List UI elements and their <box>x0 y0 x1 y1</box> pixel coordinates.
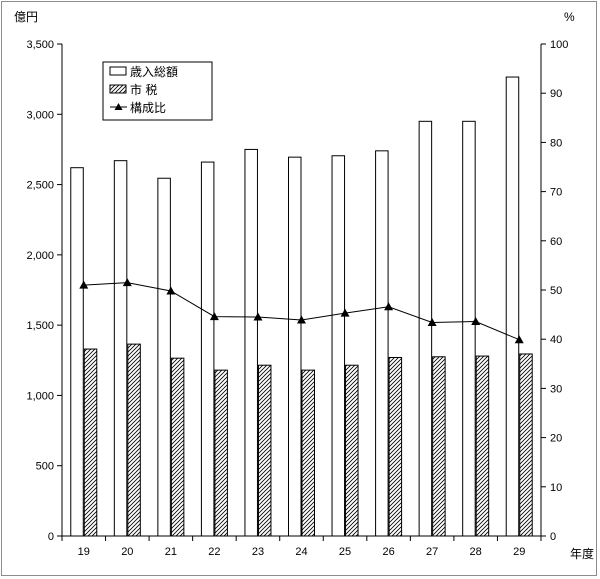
right-tick-label: 10 <box>550 482 562 494</box>
bars-city-tax <box>83 343 533 537</box>
right-axis-ticks: 0 10 20 30 40 50 60 70 80 90 100 <box>541 39 568 543</box>
x-tick-label: 20 <box>121 546 133 558</box>
left-axis-ticks: 0 500 1,000 1,500 2,000 2,500 3,000 3,500 <box>26 39 62 543</box>
x-tick-label: 25 <box>339 546 351 558</box>
ratio-point <box>79 280 89 289</box>
bar-total-revenue <box>200 161 215 537</box>
right-tick-label: 40 <box>550 334 562 346</box>
legend-label-tax: 市 税 <box>130 82 157 97</box>
ratio-point <box>297 315 306 324</box>
ratio-point <box>253 312 263 321</box>
x-tick-label: 22 <box>208 546 220 558</box>
left-tick-label: 1,000 <box>26 390 54 402</box>
bar-total-revenue <box>70 167 84 537</box>
bar-city-tax <box>127 343 141 537</box>
bar-total-revenue <box>113 160 128 537</box>
bar-city-tax <box>214 369 228 537</box>
bar-total-revenue <box>157 177 171 537</box>
bar-city-tax <box>345 364 359 537</box>
x-tick-label: 28 <box>470 546 482 558</box>
left-tick-label: 2,500 <box>26 180 54 192</box>
left-tick-label: 1,500 <box>26 320 54 332</box>
x-tick-label: 21 <box>165 546 177 558</box>
x-tick-label: 24 <box>295 546 307 558</box>
right-tick-label: 0 <box>550 531 556 543</box>
right-tick-label: 60 <box>550 236 562 248</box>
left-tick-label: 2,000 <box>26 250 54 262</box>
legend-swatch-total <box>109 66 127 76</box>
x-tick-label: 23 <box>252 546 264 558</box>
bar-total-revenue <box>505 76 520 537</box>
left-tick-label: 500 <box>36 461 54 473</box>
bar-total-revenue <box>244 148 258 537</box>
ratio-point <box>122 278 132 287</box>
right-tick-label: 100 <box>550 39 568 51</box>
left-axis-unit: 億円 <box>14 10 38 24</box>
bar-total-revenue <box>288 156 302 537</box>
legend-swatch-tax <box>109 84 127 94</box>
bar-total-revenue <box>418 120 433 537</box>
ratio-point <box>166 286 176 295</box>
legend-label-total: 歳入総額 <box>130 65 178 79</box>
right-tick-label: 30 <box>550 383 562 395</box>
x-tick-label: 27 <box>426 546 438 558</box>
bar-city-tax <box>83 348 98 537</box>
x-tick-label: 26 <box>382 546 394 558</box>
bar-total-revenue <box>462 120 476 537</box>
right-tick-label: 20 <box>550 433 562 445</box>
left-tick-label: 3,000 <box>26 109 54 121</box>
x-tick-label: 19 <box>78 546 90 558</box>
bar-total-revenue <box>375 150 389 537</box>
right-axis-unit: % <box>564 10 575 24</box>
legend: 歳入総額 市 税 構成比 <box>102 61 213 121</box>
right-tick-label: 50 <box>550 285 562 297</box>
legend-label-ratio: 構成比 <box>130 101 166 115</box>
bar-city-tax <box>519 353 533 537</box>
legend-swatch-ratio-marker <box>114 103 123 110</box>
bar-city-tax <box>388 356 403 537</box>
left-tick-label: 3,500 <box>26 39 54 51</box>
ratio-point <box>209 312 219 321</box>
x-axis-title: 年度 <box>570 546 594 561</box>
ratio-point <box>471 316 481 325</box>
right-tick-label: 90 <box>550 88 562 100</box>
bars-total-revenue <box>70 76 520 537</box>
bar-city-tax <box>170 357 185 537</box>
bar-total-revenue <box>331 155 346 537</box>
ratio-line-series <box>79 278 524 344</box>
bar-city-tax <box>257 364 272 537</box>
bar-city-tax <box>475 355 490 537</box>
bar-city-tax <box>301 369 315 537</box>
x-axis-ticks: 19 20 21 22 23 24 25 26 27 28 29 <box>61 536 542 558</box>
ratio-point <box>384 302 394 311</box>
bar-city-tax <box>432 356 446 537</box>
ratio-point <box>514 335 524 344</box>
x-tick-label: 29 <box>513 546 525 558</box>
ratio-point <box>340 308 350 317</box>
ratio-point <box>427 317 437 326</box>
right-tick-label: 70 <box>550 187 562 199</box>
left-tick-label: 0 <box>48 531 54 543</box>
right-tick-label: 80 <box>550 137 562 149</box>
